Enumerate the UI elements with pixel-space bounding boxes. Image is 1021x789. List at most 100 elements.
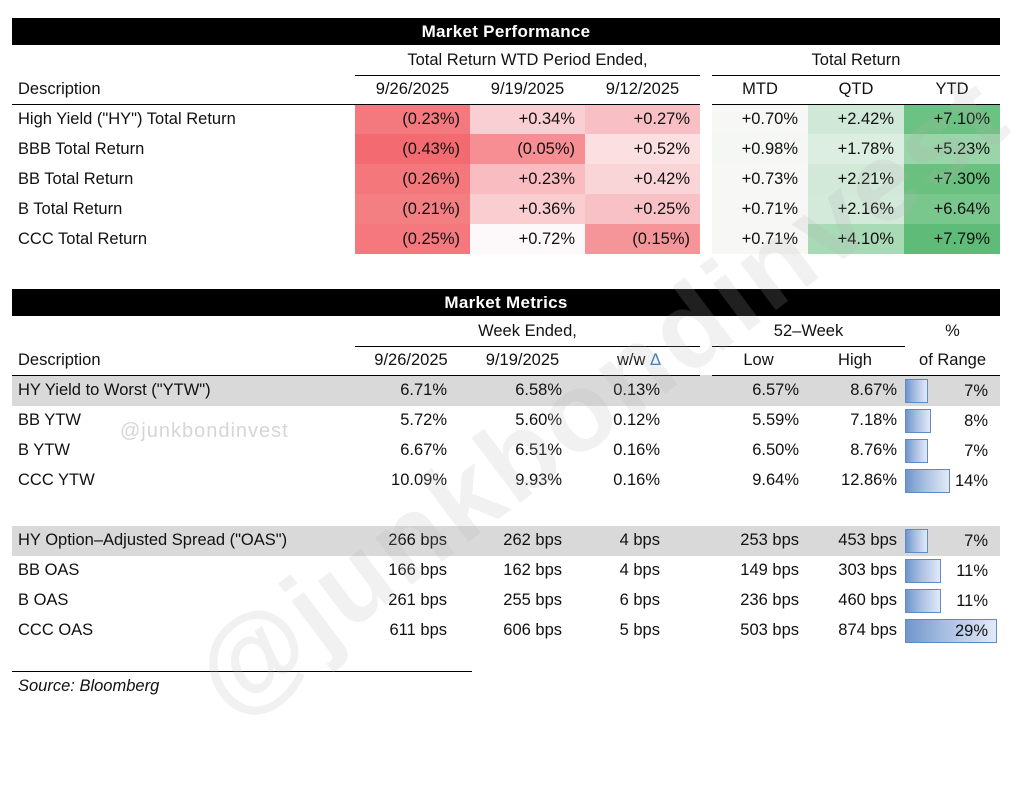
return-value-cell: +7.79% — [904, 224, 1000, 254]
row-label: HY Option–Adjusted Spread ("OAS") — [12, 525, 355, 556]
row-label: B OAS — [18, 591, 69, 609]
metric-value-cell: 6.71% — [355, 375, 467, 406]
return-value-cell: +0.23% — [470, 164, 585, 194]
metrics-row: HY Yield to Worst ("YTW") 6.71% 6.58% 0.13%… — [12, 375, 1001, 406]
range-percent-label: 11% — [956, 561, 989, 580]
range-bar — [905, 468, 951, 493]
metric-value-cell: 460 bps — [838, 591, 898, 609]
perf-row: BB Total Return (0.26%) +0.23% +0.42% +0.73%… — [12, 164, 1000, 194]
percent-group-header: % — [945, 322, 960, 340]
range-percent-label: 7% — [964, 531, 989, 550]
date-header-1: 9/26/2025 — [355, 75, 470, 105]
return-value-cell: +2.42% — [808, 104, 904, 134]
column-gap — [700, 104, 712, 134]
metric-value-cell: 12.86% — [841, 471, 898, 489]
metric-value-cell: 9.93% — [515, 471, 562, 489]
metric-value-cell: 6 bps — [619, 591, 660, 609]
date-header-2: 9/19/2025 — [467, 346, 578, 376]
return-value-cell: +4.10% — [808, 224, 904, 254]
return-value-cell: +0.70% — [712, 104, 808, 134]
page: { "watermark": { "text": "@junkbondinves… — [12, 18, 1021, 740]
return-value-cell: (0.21%) — [355, 194, 470, 224]
metrics-column-header-row: Description 9/26/2025 9/19/2025 w/w Δ Lo… — [12, 346, 1001, 376]
metrics-row: BB OAS 166 bps 162 bps 4 bps 149 bps 303 bps 1… — [12, 556, 1000, 586]
return-value-cell: +0.73% — [712, 164, 808, 194]
wtd-group-header: Total Return WTD Period Ended, — [355, 46, 700, 76]
metric-value-cell: 236 bps — [740, 591, 799, 609]
delta-icon: Δ — [649, 351, 662, 369]
column-gap — [700, 525, 712, 556]
metric-value-cell: 8.76% — [850, 441, 898, 459]
column-gap — [700, 466, 712, 496]
return-value-cell: (0.43%) — [355, 134, 470, 164]
perf-row: High Yield ("HY") Total Return (0.23%) +0.… — [12, 104, 1000, 134]
blank-cell — [12, 46, 355, 75]
source-note: Source: Bloomberg — [18, 676, 160, 695]
range-bar — [905, 438, 929, 463]
metric-value-cell: 0.16% — [613, 441, 660, 459]
range-bar — [905, 528, 929, 553]
return-value-cell: +0.71% — [712, 224, 808, 254]
return-value-cell: +2.16% — [808, 194, 904, 224]
return-value-cell: (0.15%) — [585, 224, 700, 254]
metric-value-cell: 6.51% — [515, 441, 562, 459]
range-percent-label: 7% — [964, 381, 989, 400]
return-value-cell: +6.64% — [904, 194, 1000, 224]
blank-cell — [12, 317, 355, 346]
metric-value-cell: 166 bps — [388, 561, 447, 579]
range-bar — [905, 408, 932, 433]
metric-value-cell: 261 bps — [388, 591, 447, 609]
metrics-row: CCC YTW 10.09% 9.93% 0.16% 9.64% 12.86% 14% — [12, 466, 1000, 496]
return-value-cell: (0.25%) — [355, 224, 470, 254]
range-cell: 11% — [905, 586, 1000, 616]
column-gap — [700, 346, 712, 375]
range-bar — [905, 618, 998, 643]
return-value-cell: +0.52% — [585, 134, 700, 164]
52-week-group-header: 52–Week — [712, 317, 906, 347]
metrics-row: B YTW 6.67% 6.51% 0.16% 6.50% 8.76% 7% — [12, 436, 1000, 466]
return-value-cell: +0.71% — [712, 194, 808, 224]
metrics-row: CCC OAS 611 bps 606 bps 5 bps 503 bps 874 bps… — [12, 616, 1000, 646]
metrics-group-header-row: Week Ended, 52–Week % — [12, 317, 1000, 347]
return-value-cell: +5.23% — [904, 134, 1000, 164]
metric-value-cell: 606 bps — [503, 621, 562, 639]
return-value-cell: +7.30% — [904, 164, 1000, 194]
metric-value-cell: 5.59% — [752, 411, 799, 429]
ww-label: w/w — [616, 351, 646, 369]
column-gap — [700, 586, 712, 616]
metric-value-cell: 5.60% — [515, 411, 562, 429]
metric-value-cell: 5.72% — [400, 411, 447, 429]
metric-value-cell: 0.13% — [578, 375, 700, 406]
metric-value-cell: 10.09% — [391, 471, 447, 489]
range-cell: 7% — [905, 436, 1000, 466]
metric-value-cell: 4 bps — [619, 561, 660, 579]
range-bar — [905, 588, 941, 613]
row-label: CCC Total Return — [18, 229, 147, 248]
perf-row: B Total Return (0.21%) +0.36% +0.25% +0.71% +… — [12, 194, 1000, 224]
range-cell: 7% — [905, 375, 1001, 406]
performance-title-bar: Market Performance — [12, 18, 1000, 45]
column-gap — [700, 134, 712, 164]
metric-value-cell: 6.58% — [467, 375, 578, 406]
row-label: HY Yield to Worst ("YTW") — [12, 375, 355, 406]
metric-value-cell: 874 bps — [838, 621, 898, 639]
metric-value-cell: 6.57% — [712, 375, 805, 406]
metric-value-cell: 5 bps — [619, 621, 660, 639]
return-value-cell: +0.25% — [585, 194, 700, 224]
metric-value-cell: 0.16% — [613, 471, 660, 489]
metric-value-cell: 262 bps — [467, 525, 578, 556]
metric-value-cell: 503 bps — [740, 621, 799, 639]
return-value-cell: (0.23%) — [355, 104, 470, 134]
metric-value-cell: 255 bps — [503, 591, 562, 609]
metric-value-cell: 6.67% — [400, 441, 447, 459]
return-value-cell: +7.10% — [904, 104, 1000, 134]
column-gap — [700, 616, 712, 646]
column-gap — [700, 194, 712, 224]
description-header: Description — [12, 75, 355, 105]
metric-value-cell: 162 bps — [503, 561, 562, 579]
low-header: Low — [712, 346, 805, 376]
metrics-row: B OAS 261 bps 255 bps 6 bps 236 bps 460 bps 11… — [12, 586, 1000, 616]
column-gap — [700, 556, 712, 586]
return-value-cell: +0.34% — [470, 104, 585, 134]
row-label: High Yield ("HY") Total Return — [18, 109, 236, 128]
